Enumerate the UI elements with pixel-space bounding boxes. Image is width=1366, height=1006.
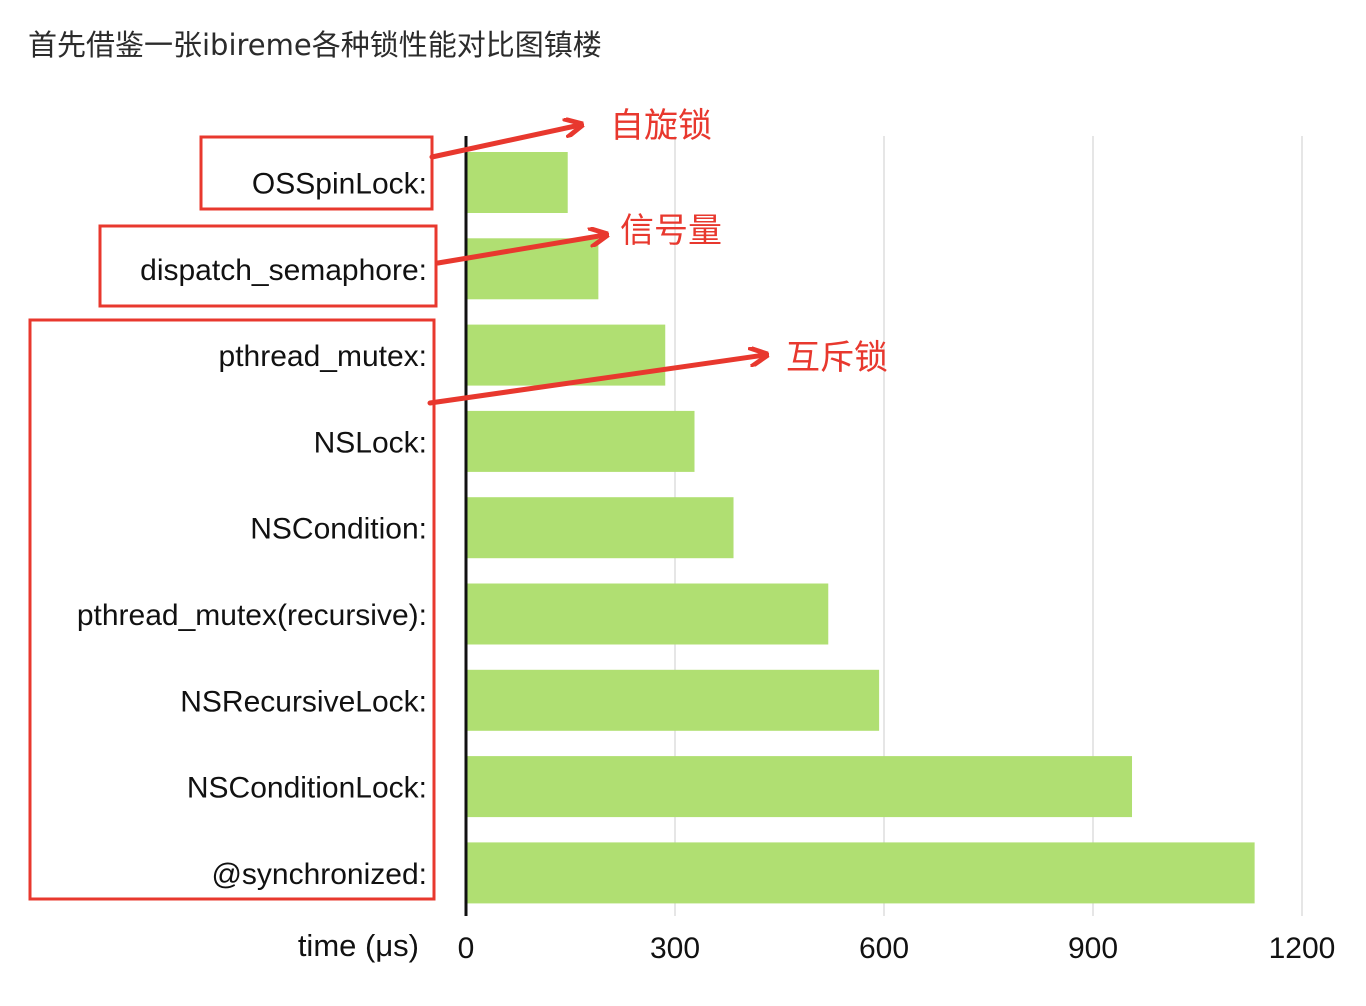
category-label: pthread_mutex(recursive): — [77, 599, 427, 632]
bar — [467, 583, 829, 645]
annotation-label: 自旋锁 — [610, 106, 712, 146]
bar — [467, 497, 734, 559]
category-labels: OSSpinLock: dispatch_semaphore: pthread_mu… — [77, 168, 427, 891]
x-tick-label: 0 — [458, 932, 475, 965]
bar — [467, 152, 568, 213]
bar — [467, 324, 666, 386]
x-tick-label: 1200 — [1269, 932, 1336, 965]
bar — [467, 669, 880, 731]
x-axis-title: time (μs) — [298, 928, 419, 963]
page-caption: 首先借鉴一张ibireme各种锁性能对比图镇楼 — [28, 28, 602, 62]
category-label: NSCondition: — [250, 513, 427, 546]
category-label: NSConditionLock: — [187, 772, 427, 805]
category-label: pthread_mutex: — [219, 340, 427, 373]
x-tick-labels: 0 300 600 900 1200 — [458, 932, 1336, 965]
bars — [467, 152, 1255, 904]
bar — [467, 842, 1255, 904]
annotation-box — [98, 224, 438, 308]
bar — [467, 410, 695, 472]
x-tick-label: 600 — [859, 932, 909, 965]
category-label: NSLock: — [314, 426, 427, 459]
annotation-arrow — [427, 355, 765, 406]
category-label: OSSpinLock: — [252, 168, 427, 201]
annotation-arrow — [435, 235, 605, 266]
annotation-box — [28, 318, 436, 901]
category-label: NSRecursiveLock: — [180, 685, 427, 718]
annotation-arrow — [429, 125, 580, 160]
x-tick-label: 900 — [1068, 932, 1118, 965]
annotation-label: 互斥锁 — [786, 338, 888, 378]
annotation-box — [199, 135, 434, 211]
x-tick-label: 300 — [650, 932, 700, 965]
category-label: dispatch_semaphore: — [140, 254, 427, 287]
bar — [467, 756, 1133, 818]
category-label: @synchronized: — [211, 858, 427, 891]
annotation-label: 信号量 — [620, 211, 722, 251]
